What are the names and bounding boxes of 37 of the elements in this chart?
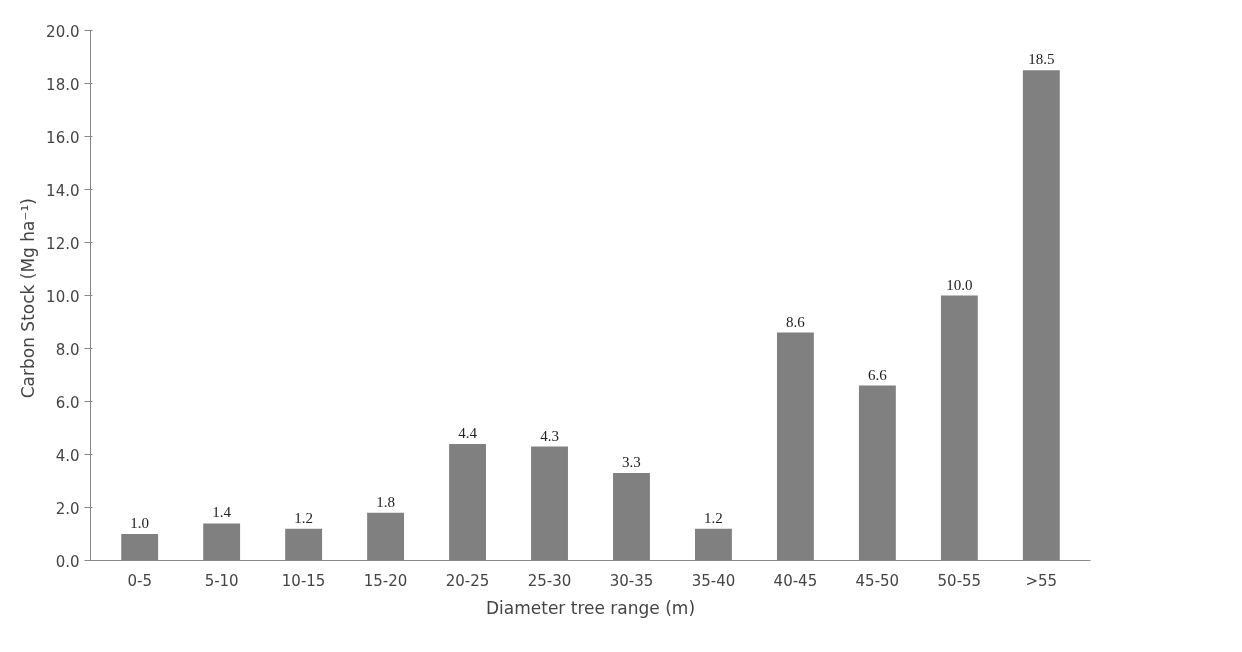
x-tick-label: 25-30 [527,571,572,590]
x-tick-label: 30-35 [609,571,654,590]
y-tick-label: 2.0 [55,499,80,518]
y-tick-label: 12.0 [46,234,80,253]
data-label: 1.2 [704,509,723,526]
x-tick-label: 10-15 [281,571,326,590]
data-label: 6.6 [868,366,888,383]
y-tick-label: 14.0 [46,181,80,200]
data-label: 1.2 [294,509,313,526]
data-label: 18.5 [1028,51,1055,68]
x-tick-label: 50-55 [937,571,982,590]
x-tick-label: 40-45 [773,571,818,590]
x-tick-label: 35-40 [691,571,736,590]
y-tick-label: 10.0 [46,287,80,306]
y-tick-label: 20.0 [46,22,80,41]
data-label: 1.8 [376,493,395,510]
data-label: 1.0 [130,515,150,531]
x-axis-title: Diameter tree range (m) [485,597,696,618]
data-label: 1.4 [212,504,232,521]
y-tick-label: 4.0 [55,446,80,465]
x-tick-label: 0-5 [127,571,152,590]
y-axis-title: Carbon Stock (Mg ha⁻¹) [18,198,39,399]
data-label: 4.3 [540,427,559,444]
x-tick-label: 5-10 [204,571,239,590]
data-label: 10.0 [946,276,973,293]
data-label: 4.4 [458,424,478,441]
x-tick-label: 20-25 [445,571,490,590]
y-tick-label: 6.0 [55,393,80,412]
x-tick-label: 15-20 [363,571,408,590]
x-tick-label: >55 [1025,571,1058,590]
y-tick-label: 16.0 [46,128,80,147]
y-tick-label: 18.0 [46,75,80,94]
y-tick-label: 0.0 [55,552,80,571]
x-tick-label: 45-50 [855,571,900,590]
data-label: 3.3 [622,454,641,471]
y-tick-label: 8.0 [55,340,80,359]
data-label: 8.6 [786,313,806,330]
